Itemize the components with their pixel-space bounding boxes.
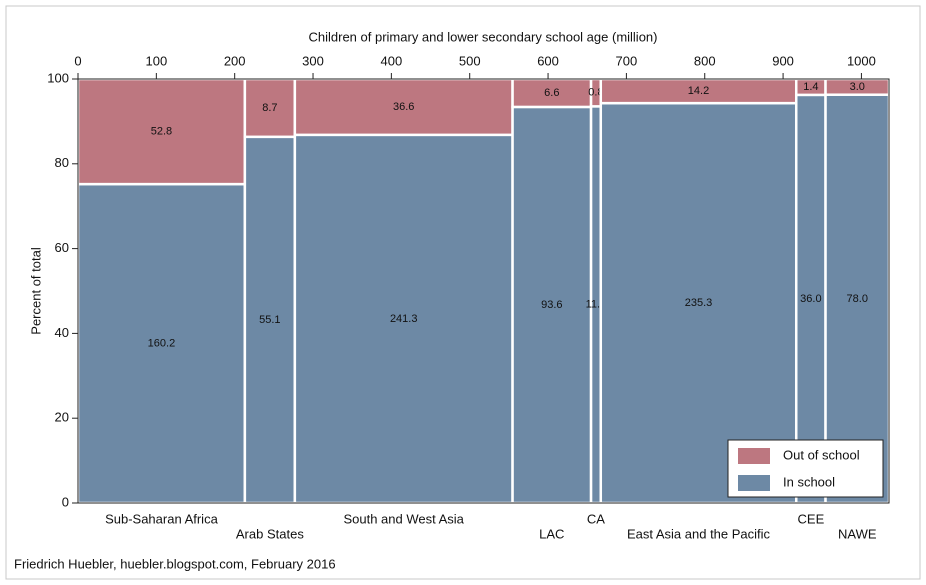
x-tick-label: 1000 <box>847 53 876 68</box>
mosaic-cell <box>293 77 514 137</box>
value-label: 55.1 <box>259 314 280 326</box>
caption: Friedrich Huebler, huebler.blogspot.com,… <box>14 556 336 571</box>
y-tick-label: 0 <box>62 494 69 509</box>
value-label: 93.6 <box>541 299 562 311</box>
legend-label: Out of school <box>783 447 860 462</box>
value-label: 160.2 <box>148 337 176 349</box>
value-label: 36.6 <box>393 101 414 113</box>
y-axis-title: Percent of total <box>28 247 43 335</box>
mosaic-cell <box>824 93 891 505</box>
mosaic-cell <box>511 77 593 109</box>
value-label: 6.6 <box>544 87 559 99</box>
plot-border <box>77 78 890 504</box>
value-label: 241.3 <box>390 313 418 325</box>
mosaic-cell <box>511 105 593 505</box>
value-label: 14.2 <box>688 85 709 97</box>
value-label: 78.0 <box>847 293 868 305</box>
category-label: CA <box>587 511 605 526</box>
y-tick-label: 20 <box>55 410 69 425</box>
category-label: East Asia and the Pacific <box>627 526 771 541</box>
mosaic-cell <box>76 77 247 186</box>
value-label: 3.0 <box>850 81 865 93</box>
legend-swatch <box>738 475 770 491</box>
x-tick-label: 100 <box>145 53 167 68</box>
legend-swatch <box>738 448 770 464</box>
value-label: 235.3 <box>685 297 713 309</box>
y-tick-label: 40 <box>55 325 69 340</box>
x-axis-title: Children of primary and lower secondary … <box>309 29 658 44</box>
category-label: Arab States <box>236 526 304 541</box>
value-label: 1.4 <box>803 81 818 93</box>
y-tick-label: 100 <box>47 70 69 85</box>
y-tick-label: 60 <box>55 240 69 255</box>
x-tick-label: 300 <box>302 53 324 68</box>
category-label: South and West Asia <box>343 511 464 526</box>
x-tick-label: 500 <box>459 53 481 68</box>
x-tick-label: 400 <box>381 53 403 68</box>
x-tick-label: 800 <box>694 53 716 68</box>
value-label: 36.0 <box>800 293 821 305</box>
category-label: Sub-Saharan Africa <box>105 511 219 526</box>
x-tick-label: 600 <box>537 53 559 68</box>
x-tick-label: 900 <box>772 53 794 68</box>
y-tick-label: 80 <box>55 155 69 170</box>
legend-label: In school <box>783 474 835 489</box>
category-label: CEE <box>798 511 825 526</box>
x-tick-label: 700 <box>616 53 638 68</box>
value-label: 52.8 <box>151 125 172 137</box>
frame <box>5 5 921 580</box>
category-label: LAC <box>539 526 564 541</box>
category-label: NAWE <box>838 526 877 541</box>
x-tick-label: 0 <box>74 53 81 68</box>
value-label: 8.7 <box>262 102 277 114</box>
x-tick-label: 200 <box>224 53 246 68</box>
